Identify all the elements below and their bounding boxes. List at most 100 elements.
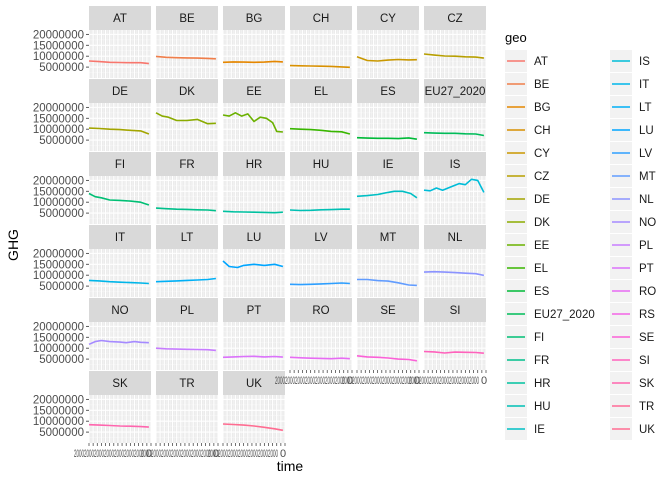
legend-item: EU27_2020 (505, 303, 595, 325)
x-tick-label-tail: 0 (414, 375, 420, 387)
legend-label: AT (534, 56, 548, 68)
series-line-nl (423, 270, 485, 277)
legend-item: UK (610, 418, 655, 440)
series-line-it (88, 279, 149, 285)
x-tick-label-tail: 0 (280, 448, 286, 460)
legend-item: RO (610, 280, 656, 302)
legend-item: PL (610, 234, 654, 256)
facet-strip-label: SK (112, 378, 128, 390)
x-tick-labels: 2000200020002000200020002000 (342, 375, 412, 387)
facet-panel: FI (88, 152, 152, 224)
facet-strip (223, 225, 285, 249)
facet-strip-label: EE (246, 86, 262, 98)
legend-item: FI (505, 326, 544, 348)
facet-strip (424, 152, 486, 176)
legend-label: LV (639, 148, 653, 160)
series-line-fi (88, 192, 150, 206)
facet-strip-label: DK (179, 86, 195, 98)
legend-label: IS (639, 56, 650, 68)
legend-item: CH (505, 119, 551, 141)
facet-strip-label: IE (383, 159, 394, 171)
series-line-no (88, 339, 149, 346)
facet-strip-label: SI (450, 305, 461, 317)
y-tick-label: 10000000 (33, 197, 84, 209)
legend-item: DK (505, 211, 550, 233)
series-line-lt (155, 277, 216, 283)
legend-item: NL (610, 188, 654, 210)
facet-panel: EL (289, 79, 353, 151)
facet-strip-label: PT (247, 305, 262, 317)
facet-panel: TR (155, 371, 219, 443)
facet-strip (357, 6, 419, 30)
legend-item: LV (610, 142, 653, 164)
facet-strip (223, 371, 285, 395)
legend-item: IT (610, 73, 649, 95)
facet-panel: LT (155, 225, 219, 297)
series-line-pl (155, 347, 216, 352)
series-line-de (88, 127, 150, 135)
legend-label: CH (534, 125, 551, 137)
facet-strip-label: FR (179, 159, 194, 171)
facet-strip (89, 371, 151, 395)
facet-strip-label: LT (181, 232, 194, 244)
facet-strip (89, 6, 151, 30)
facet-panel: LU (222, 225, 286, 297)
y-tick-label: 15000000 (33, 186, 84, 198)
facet-strip (357, 152, 419, 176)
legend-label: ES (534, 286, 550, 298)
legend-label: BG (534, 102, 551, 114)
legend-item: CZ (505, 165, 549, 187)
legend-item: SE (610, 326, 655, 348)
facet-panel: AT (88, 6, 152, 78)
legend-label: UK (639, 424, 655, 436)
legend-label: SK (639, 378, 655, 390)
series-line-hr (222, 210, 283, 214)
x-tick-label-tail: 0 (213, 448, 219, 460)
legend-item: PT (610, 257, 654, 279)
legend-label: HU (534, 401, 551, 413)
y-tick-label: 10000000 (33, 51, 84, 63)
y-tick-label: 15000000 (33, 40, 84, 52)
series-line-is (423, 178, 485, 193)
y-tick-label: 10000000 (33, 416, 84, 428)
legend-label: PT (639, 263, 654, 275)
x-tick-labels: 2000200020002000200020002000 (275, 375, 345, 387)
facet-strip-label: CZ (447, 13, 462, 25)
legend-label: SI (639, 355, 650, 367)
facet-panel: BE (155, 6, 219, 78)
x-axis-title: time (277, 458, 304, 474)
x-tick-label-tail: 0 (347, 375, 353, 387)
legend-item: SK (610, 372, 655, 394)
y-tick-label: 10000000 (33, 270, 84, 282)
y-tick-label: 5000000 (39, 135, 84, 147)
facet-panel: FR (155, 152, 219, 224)
facet-panel: IS (423, 152, 487, 224)
facet-strip-label: EL (314, 86, 329, 98)
legend-label: CZ (534, 171, 549, 183)
legend-item: HU (505, 395, 551, 417)
series-line-el (289, 127, 351, 135)
facet-panel: PL (155, 298, 219, 370)
facet-panel: SI (423, 298, 487, 370)
facet-strip-label: IS (450, 159, 461, 171)
facet-strip (424, 225, 486, 249)
facet-strip (156, 6, 218, 30)
legend-label: MT (639, 171, 656, 183)
legend-item: IE (505, 418, 545, 440)
y-tick-label: 10000000 (33, 124, 84, 136)
facet-strip (156, 225, 218, 249)
y-tick-label: 5000000 (39, 208, 84, 220)
facet-strip-label: LU (247, 232, 262, 244)
facet-strip (357, 79, 419, 103)
facet-strip-label: NO (111, 305, 128, 317)
y-tick-label: 15000000 (33, 259, 84, 271)
series-line-sk (88, 423, 149, 428)
y-tick-label: 5000000 (39, 281, 84, 293)
y-tick-label: 15000000 (33, 332, 84, 344)
facet-strip (89, 79, 151, 103)
legend-item: ES (505, 280, 550, 302)
facet-panel: IT (88, 225, 152, 297)
facet-strip-label: HR (246, 159, 263, 171)
facet-panel: NL (423, 225, 487, 297)
